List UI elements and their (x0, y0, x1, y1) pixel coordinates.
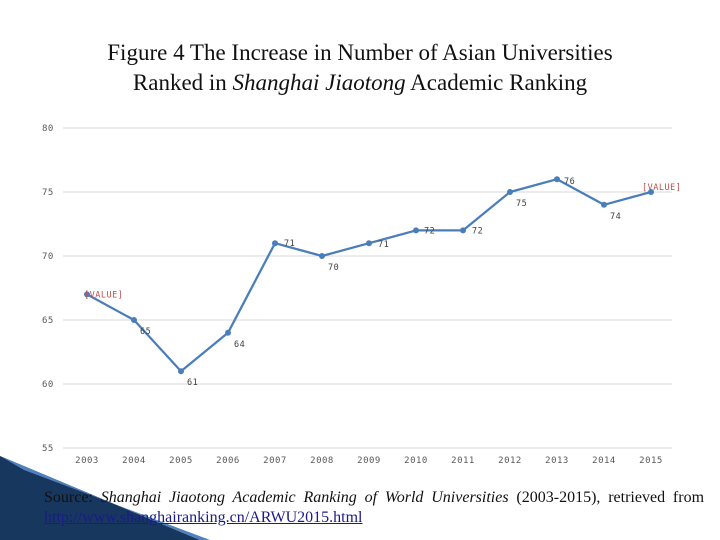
x-tick-label-2009: 2009 (357, 456, 381, 466)
data-label-2005: 61 (187, 378, 198, 388)
chart-title-suffix: Academic Ranking (405, 70, 588, 95)
source-note: Source: Shanghai Jiaotong Academic Ranki… (44, 488, 704, 528)
source-middle: (2003-2015), retrieved from (508, 489, 705, 506)
data-point-2004 (131, 317, 137, 323)
data-point-2015 (648, 189, 654, 195)
data-point-2005 (178, 368, 184, 375)
data-points (84, 176, 654, 375)
x-tick-label-2008: 2008 (310, 456, 334, 466)
y-tick-label-55: 55 (42, 444, 54, 454)
data-label-2006: 64 (234, 340, 245, 350)
x-tick-label-2006: 2006 (216, 456, 240, 466)
data-point-2007 (272, 240, 278, 247)
gridlines (63, 127, 672, 449)
data-point-2013 (554, 176, 560, 183)
data-point-2012 (507, 189, 513, 195)
data-label-2011: 72 (472, 226, 483, 236)
chart-title-prefix: Ranked in (132, 70, 233, 95)
data-label-2009: 71 (378, 240, 389, 250)
chart-title-italic: Shanghai Jiaotong (232, 70, 406, 95)
data-point-2008 (319, 253, 325, 259)
x-tick-label-2007: 2007 (263, 456, 287, 466)
x-tick-label-2003: 2003 (75, 456, 99, 466)
data-label-2008: 70 (328, 263, 339, 273)
chart-title-line-1: Figure 4 The Increase in Number of Asian… (107, 40, 613, 65)
x-tick-label-2015: 2015 (639, 456, 663, 466)
x-tick-label-2011: 2011 (451, 456, 475, 466)
y-axis-ticks: 55 60 65 70 75 80 (42, 124, 54, 454)
data-point-2006 (225, 329, 231, 336)
chart-title: Figure 4 The Increase in Number of Asian… (0, 38, 720, 98)
source-prefix: Source: (44, 489, 101, 506)
source-link[interactable]: http://www.shanghairanking.cn/ARWU2015.h… (44, 509, 363, 526)
data-label-2003: [VALUE] (84, 290, 123, 300)
data-point-2014 (601, 201, 607, 208)
data-label-2004: 65 (140, 327, 151, 337)
data-label-2010: 72 (424, 226, 435, 236)
series-line (86, 178, 652, 373)
data-label-2012: 75 (516, 199, 527, 209)
y-tick-label-60: 60 (42, 380, 54, 390)
chart-title-line-2: Ranked in Shanghai Jiaotong Academic Ran… (0, 68, 720, 98)
data-label-2007: 71 (284, 239, 295, 249)
x-tick-label-2013: 2013 (545, 456, 569, 466)
data-point-2011 (460, 227, 466, 234)
data-label-2015: [VALUE] (642, 183, 681, 193)
y-tick-label-80: 80 (42, 124, 54, 134)
source-publication: Shanghai Jiaotong Academic Ranking of Wo… (100, 489, 509, 506)
x-tick-label-2004: 2004 (122, 456, 146, 466)
data-point-2003 (84, 291, 90, 298)
x-tick-label-2010: 2010 (404, 456, 428, 466)
x-tick-label-2012: 2012 (498, 456, 522, 466)
y-tick-label-65: 65 (42, 316, 54, 326)
data-point-2009 (366, 240, 372, 247)
x-axis-ticks: 2003 2004 2005 2006 2007 2008 2009 2010 2011 2012… (75, 456, 663, 466)
y-tick-label-70: 70 (42, 252, 54, 262)
data-label-2013: 76 (564, 177, 575, 187)
x-tick-label-2005: 2005 (169, 456, 193, 466)
x-tick-label-2014: 2014 (592, 456, 616, 466)
data-labels: [VALUE] 65 61 64 71 70 71 72 72 75 76 74 [VALUE] (84, 177, 681, 388)
y-tick-label-75: 75 (42, 188, 54, 198)
data-point-2010 (413, 227, 419, 234)
data-label-2014: 74 (610, 212, 621, 222)
